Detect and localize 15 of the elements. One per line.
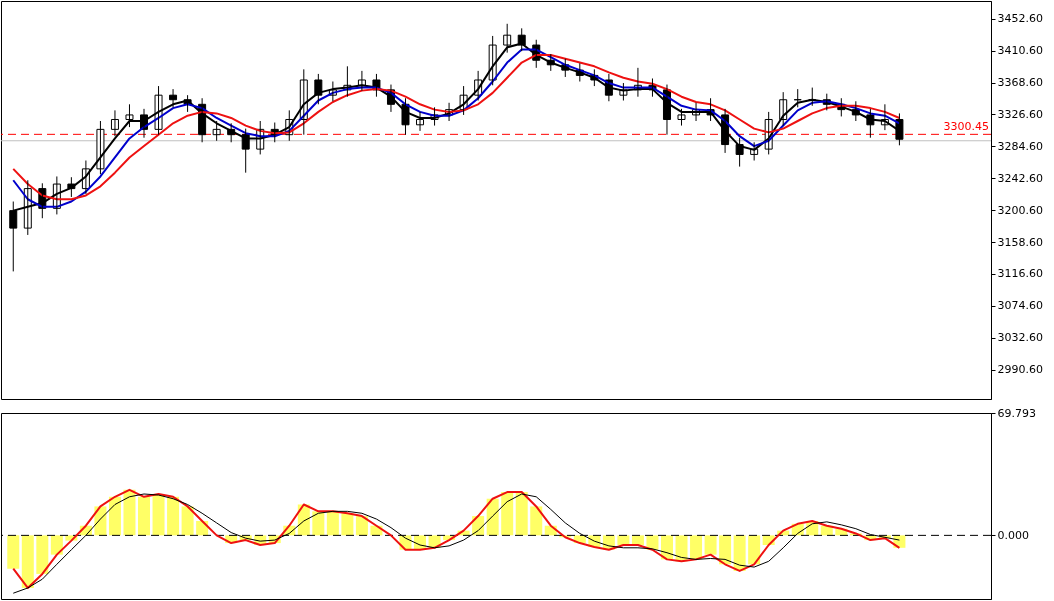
y-tick-label: 3284.60	[997, 139, 1043, 153]
ref-line-label: 3300.45	[943, 120, 989, 134]
y-tick-label: 3200.60	[997, 203, 1043, 217]
y-tick-label: 3326.60	[997, 107, 1043, 121]
y-tick-label: 2990.60	[997, 363, 1043, 377]
y-tick-label: 3452.60	[997, 12, 1043, 26]
y-tick-label: 3410.60	[997, 44, 1043, 58]
y-tick-label: 3074.60	[997, 299, 1043, 313]
y-tick-label: 3032.60	[997, 331, 1043, 345]
y-tick-label: 3116.60	[997, 267, 1043, 281]
y-tick-label: 0.000	[997, 528, 1029, 542]
y-tick-label: 3242.60	[997, 171, 1043, 185]
y-tick-label: 69.793	[997, 406, 1036, 420]
y-tick-label: 3368.60	[997, 76, 1043, 90]
y-tick-label: 3158.60	[997, 235, 1043, 249]
